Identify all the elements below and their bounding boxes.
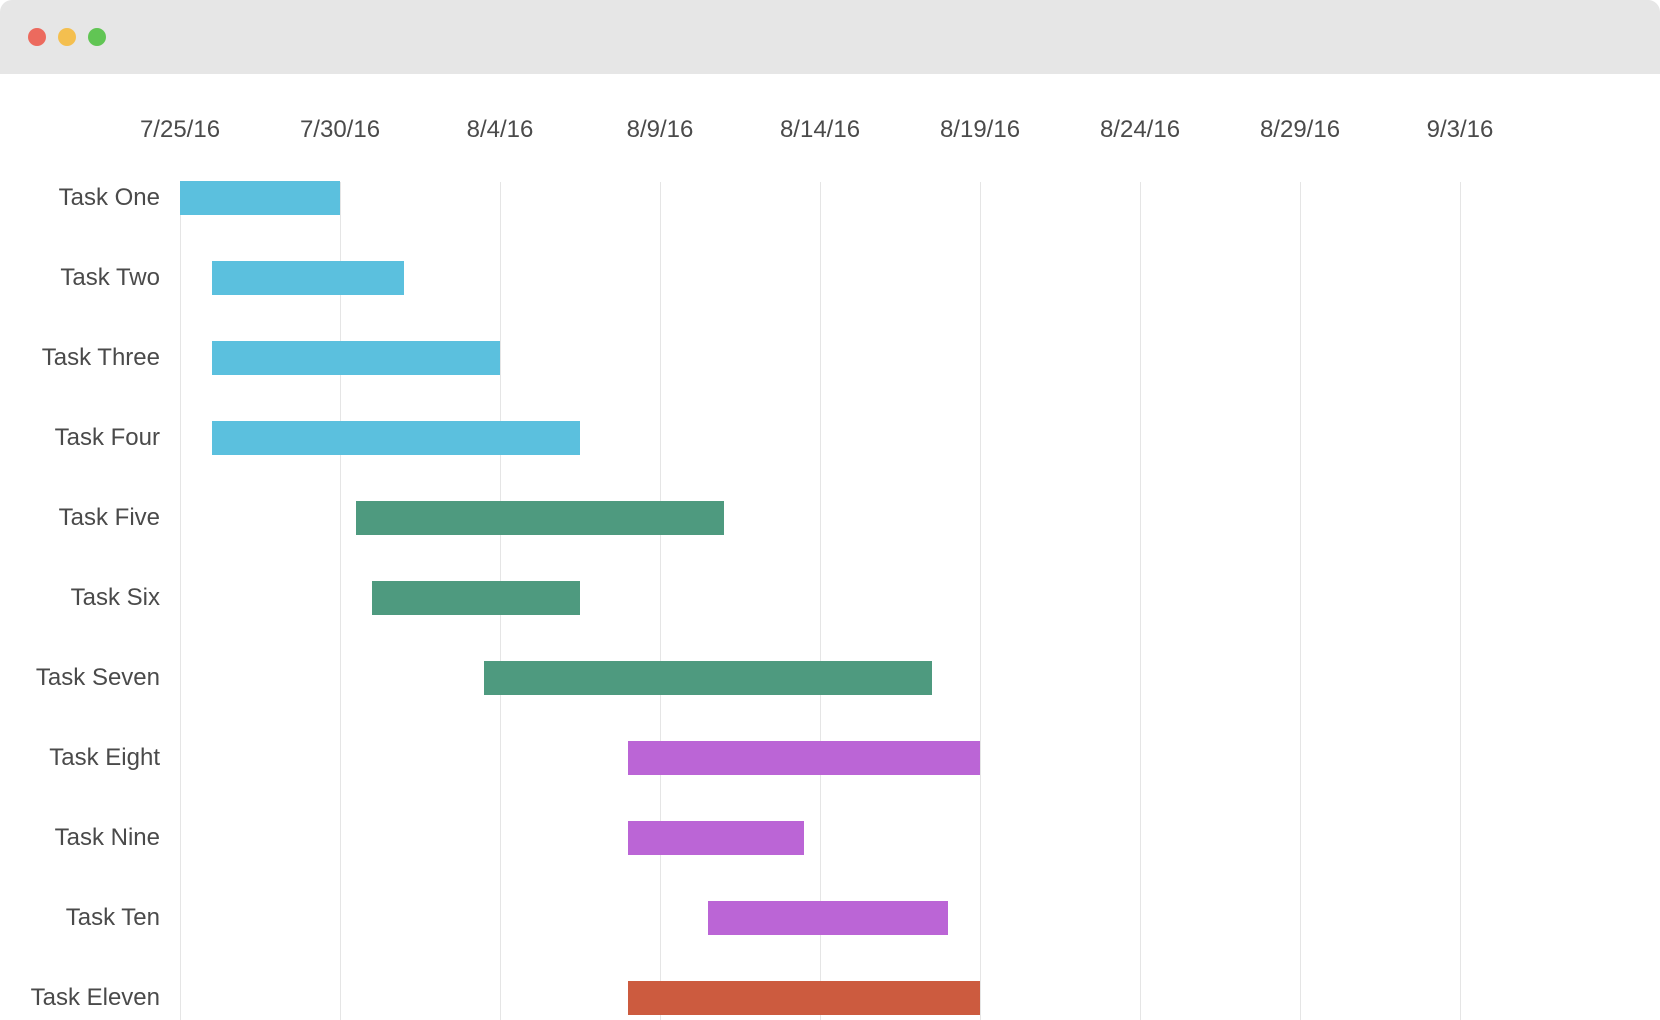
task-bar[interactable]: [212, 421, 580, 455]
axis-tick-label: 7/30/16: [300, 116, 380, 144]
task-label: Task Three: [0, 344, 160, 372]
task-row: Task Four: [0, 398, 1660, 478]
task-label: Task Two: [0, 264, 160, 292]
axis-tick-label: 8/4/16: [467, 116, 534, 144]
axis-tick-label: 8/14/16: [780, 116, 860, 144]
task-row: Task One: [0, 158, 1660, 238]
task-row: Task Six: [0, 558, 1660, 638]
task-row: Task Five: [0, 478, 1660, 558]
task-label: Task Four: [0, 424, 160, 452]
task-label: Task Six: [0, 584, 160, 612]
task-label: Task Ten: [0, 904, 160, 932]
axis-tick-label: 8/29/16: [1260, 116, 1340, 144]
axis-tick-label: 8/19/16: [940, 116, 1020, 144]
chart-content: 7/25/16 7/30/16 8/4/16 8/9/16 8/14/16 8/19/16…: [0, 74, 1660, 1020]
task-label: Task Eight: [0, 744, 160, 772]
date-axis: 7/25/16 7/30/16 8/4/16 8/9/16 8/14/16 8/19/16…: [0, 98, 1660, 158]
zoom-icon[interactable]: [88, 28, 106, 46]
task-bar[interactable]: [628, 741, 980, 775]
axis-tick-label: 8/9/16: [627, 116, 694, 144]
task-row: Task Eight: [0, 718, 1660, 798]
task-label: Task Seven: [0, 664, 160, 692]
task-label: Task Five: [0, 504, 160, 532]
task-bar[interactable]: [628, 981, 980, 1015]
close-icon[interactable]: [28, 28, 46, 46]
task-label: Task Nine: [0, 824, 160, 852]
task-row: Task Three: [0, 318, 1660, 398]
task-bar[interactable]: [212, 341, 500, 375]
task-row: Task Ten: [0, 878, 1660, 958]
task-bar[interactable]: [372, 581, 580, 615]
task-label: Task One: [0, 184, 160, 212]
window-titlebar: [0, 0, 1660, 74]
task-bar[interactable]: [628, 821, 804, 855]
minimize-icon[interactable]: [58, 28, 76, 46]
task-row: Task Eleven: [0, 958, 1660, 1020]
task-rows: Task One Task Two Task Three Task Four Task …: [0, 158, 1660, 1020]
task-bar[interactable]: [708, 901, 948, 935]
app-window: 7/25/16 7/30/16 8/4/16 8/9/16 8/14/16 8/19/16…: [0, 0, 1660, 1020]
task-row: Task Seven: [0, 638, 1660, 718]
task-row: Task Two: [0, 238, 1660, 318]
task-row: Task Nine: [0, 798, 1660, 878]
task-bar[interactable]: [180, 181, 340, 215]
task-bar[interactable]: [356, 501, 724, 535]
axis-tick-label: 7/25/16: [140, 116, 220, 144]
gantt-chart: 7/25/16 7/30/16 8/4/16 8/9/16 8/14/16 8/19/16…: [0, 98, 1660, 1020]
task-bar[interactable]: [212, 261, 404, 295]
axis-tick-label: 9/3/16: [1427, 116, 1494, 144]
axis-tick-label: 8/24/16: [1100, 116, 1180, 144]
task-bar[interactable]: [484, 661, 932, 695]
task-label: Task Eleven: [0, 984, 160, 1012]
